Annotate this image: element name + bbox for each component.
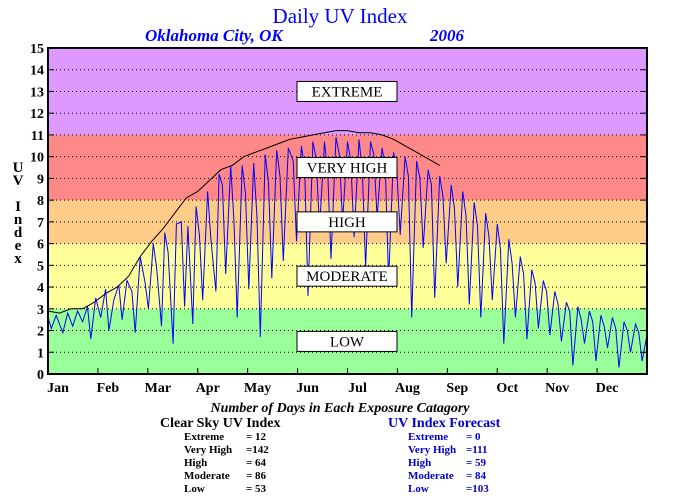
- stats-title: Number of Days in Each Exposure Catagory: [209, 401, 470, 416]
- chart-title: Daily UV Index: [273, 4, 408, 28]
- forecast-uv-line: [47, 137, 648, 368]
- stats-row-label: Moderate: [408, 470, 454, 482]
- stats-row-label: High: [184, 457, 207, 469]
- x-month-label: Dec: [596, 381, 619, 396]
- y-tick-label: 3: [37, 303, 44, 318]
- clear-sky-rows: Extreme = 12 Very High =142 High = 64 Moderate…: [184, 431, 269, 495]
- forecast-heading: UV Index Forecast: [388, 416, 501, 431]
- x-month-label: Mar: [145, 381, 171, 396]
- x-month-label: Apr: [196, 381, 220, 396]
- y-axis-label-letter: I: [15, 199, 21, 215]
- y-tick-label: 9: [37, 172, 44, 187]
- y-tick-label: 11: [31, 129, 44, 144]
- band-label-box: [296, 80, 398, 102]
- stats-row-value: = 0: [466, 431, 481, 443]
- stats-row-value: = 53: [246, 483, 267, 495]
- x-month-label: Sep: [446, 381, 468, 396]
- y-axis-label-letter: U: [13, 160, 24, 176]
- x-month-label: Jan: [47, 381, 69, 396]
- chart-year: 2006: [429, 26, 465, 45]
- x-month-label: May: [244, 381, 271, 396]
- stats-row-label: Extreme: [184, 431, 224, 443]
- band-label-text: LOW: [330, 334, 365, 350]
- x-month-label: Feb: [97, 381, 120, 396]
- y-tick-label: 0: [37, 368, 44, 383]
- uv-category-labels: LOW MODERATE HIGH VERY HIGH EXTREME: [296, 80, 398, 352]
- y-tick-label: 1: [37, 346, 44, 361]
- y-axis-label-letter: e: [15, 238, 22, 254]
- stats-row-value: = 64: [246, 457, 267, 469]
- band-label-moderate: MODERATE: [296, 265, 398, 287]
- band-label-text: HIGH: [328, 215, 366, 231]
- y-tick-label: 15: [30, 42, 44, 57]
- stats-row-value: = 59: [466, 457, 487, 469]
- y-tick-label: 4: [37, 281, 44, 296]
- y-tick-label: 2: [37, 325, 44, 340]
- y-tick-label: 14: [30, 64, 44, 79]
- stats-row-label: Very High: [408, 444, 456, 456]
- clear-sky-heading: Clear Sky UV Index: [160, 416, 280, 431]
- stats-row-label: Very High: [184, 444, 232, 456]
- clear-sky-uv-line: [47, 130, 440, 314]
- band-label-very-high: VERY HIGH: [296, 157, 398, 179]
- chart-location: Oklahoma City, OK: [145, 26, 284, 45]
- stats-row-label: Low: [184, 483, 205, 495]
- x-axis-month-labels: Jan Feb Mar Apr May Jun Jul Aug Sep Oct Nov Dec: [47, 368, 618, 396]
- y-tick-label: 12: [30, 107, 44, 122]
- stats-row-value: =103: [466, 483, 489, 495]
- y-tick-label: 8: [37, 194, 44, 209]
- band-label-box: [296, 265, 398, 287]
- stats-row-value: =142: [246, 444, 269, 456]
- y-tick-label: 6: [37, 238, 44, 253]
- y-tick-label: 7: [37, 216, 44, 231]
- band-label-text: VERY HIGH: [307, 161, 388, 177]
- stats-row-value: = 12: [246, 431, 267, 443]
- y-axis-label-letter: d: [14, 225, 23, 241]
- stats-row-label: Extreme: [408, 431, 448, 443]
- x-month-label: Jul: [348, 381, 367, 396]
- y-axis-label-letter: n: [14, 212, 23, 228]
- y-axis-label-letter: V: [13, 173, 24, 189]
- x-month-label: Oct: [496, 381, 518, 396]
- x-month-label: Jun: [296, 381, 319, 396]
- x-month-label: Aug: [395, 381, 420, 396]
- stats-row-value: =111: [466, 444, 488, 456]
- band-label-extreme: EXTREME: [296, 80, 398, 102]
- y-tick-label: 5: [37, 259, 44, 274]
- stats-row-label: High: [408, 457, 431, 469]
- stats-row-value: = 86: [246, 470, 267, 482]
- x-month-label: Nov: [545, 381, 569, 396]
- stats-row-value: = 84: [466, 470, 487, 482]
- band-label-box: [296, 330, 398, 352]
- band-label-text: MODERATE: [306, 269, 388, 285]
- band-label-low: LOW: [296, 330, 398, 352]
- series-lines: [47, 130, 648, 368]
- stats-row-label: Low: [408, 483, 429, 495]
- y-axis-label-letter: x: [14, 251, 22, 267]
- y-tick-label: 13: [30, 85, 44, 100]
- band-label-high: HIGH: [296, 211, 398, 233]
- band-label-box: [296, 211, 398, 233]
- stats-row-label: Moderate: [184, 470, 230, 482]
- forecast-rows: Extreme = 0 Very High =111 High = 59 Moderate =…: [408, 431, 489, 495]
- y-tick-label: 10: [30, 151, 44, 166]
- band-label-text: EXTREME: [312, 84, 383, 100]
- band-label-box: [296, 157, 398, 179]
